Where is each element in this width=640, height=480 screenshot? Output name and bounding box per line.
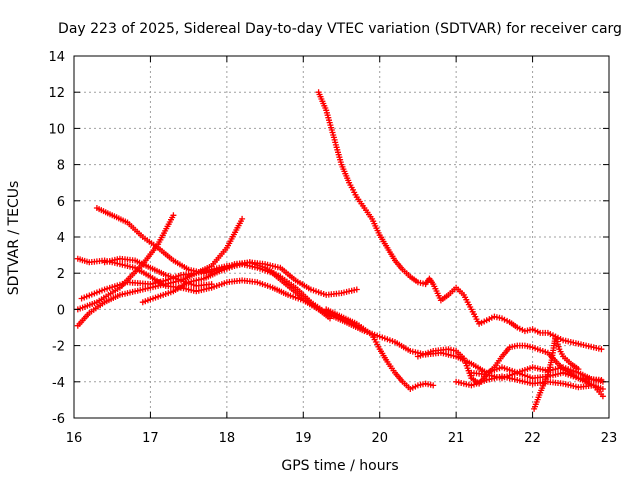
x-tick-label: 17 — [142, 431, 159, 446]
y-axis-label: SDTVAR / TECUs — [6, 181, 22, 296]
x-tick-label: 21 — [448, 431, 465, 446]
series-sat-e — [78, 215, 246, 302]
x-tick-label: 16 — [66, 431, 83, 446]
series-sat-g — [139, 259, 330, 316]
series-sat-i — [323, 306, 437, 392]
x-tick-label: 20 — [371, 431, 388, 446]
y-tick-label: 0 — [57, 303, 65, 318]
y-tick-label: 14 — [48, 50, 65, 65]
chart-title: Day 223 of 2025, Sidereal Day-to-day VTE… — [58, 21, 622, 37]
y-tick-label: 2 — [57, 267, 65, 282]
series-sat-m — [453, 373, 606, 392]
series-markers — [531, 333, 582, 412]
series-markers — [323, 306, 437, 392]
y-tick-label: 10 — [48, 122, 65, 137]
x-axis-ticks: 16 17 18 19 20 21 22 23 — [66, 56, 618, 446]
series-markers — [139, 259, 330, 316]
x-tick-label: 23 — [601, 431, 618, 446]
y-tick-label: -4 — [52, 376, 65, 391]
series-markers — [315, 89, 605, 353]
series-markers — [453, 373, 606, 392]
y-tick-label: 12 — [48, 86, 65, 101]
series-sat-l — [531, 333, 582, 412]
x-axis-label: GPS time / hours — [281, 458, 398, 474]
x-tick-label: 22 — [524, 431, 541, 446]
y-tick-label: 8 — [57, 159, 65, 174]
data-series — [74, 89, 606, 412]
y-tick-label: 4 — [57, 231, 65, 246]
series-markers — [78, 215, 246, 302]
y-tick-label: -6 — [52, 412, 65, 427]
y-tick-label: -2 — [52, 340, 65, 355]
x-tick-label: 18 — [219, 431, 236, 446]
x-tick-label: 19 — [295, 431, 312, 446]
series-sat-h — [315, 89, 605, 353]
y-tick-label: 6 — [57, 195, 65, 210]
y-axis-ticks: -6 -4 -2 0 2 4 6 8 10 12 14 — [48, 50, 609, 427]
